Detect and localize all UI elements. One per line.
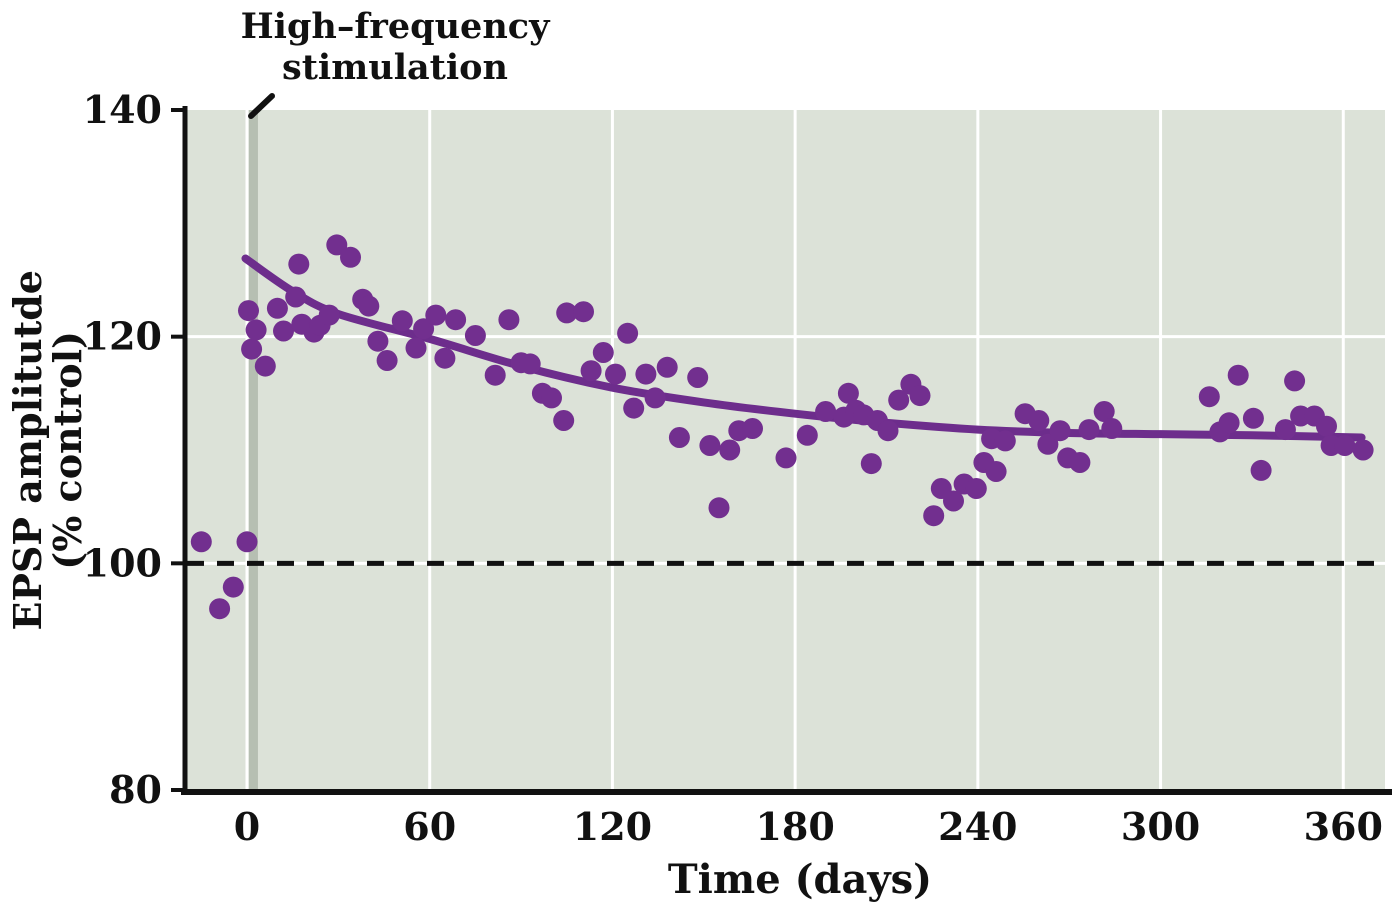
data-point	[644, 387, 666, 409]
data-point	[708, 497, 730, 519]
data-point	[1334, 435, 1356, 456]
data-point	[1218, 412, 1240, 434]
data-point	[965, 478, 987, 499]
data-point	[376, 350, 398, 371]
data-point	[923, 505, 945, 527]
x-tick-label: 60	[403, 804, 456, 849]
data-point	[266, 297, 288, 319]
data-point	[236, 531, 258, 553]
data-point	[222, 576, 244, 598]
data-point	[1093, 401, 1115, 422]
data-point	[656, 356, 678, 378]
y-axis-title: EPSP amplitutde (% control)	[5, 110, 90, 790]
data-point	[1250, 459, 1272, 481]
data-point	[1284, 370, 1306, 392]
data-point	[1049, 420, 1071, 442]
data-point	[623, 397, 645, 419]
x-tick-label: 0	[234, 804, 260, 849]
y-axis-title-line1: EPSP amplitutde	[5, 269, 50, 631]
data-point	[484, 364, 506, 386]
data-point	[391, 310, 413, 332]
data-point	[742, 418, 763, 439]
data-point	[519, 353, 541, 375]
y-tick-label: 140	[83, 87, 162, 132]
data-point	[413, 318, 435, 340]
data-point	[796, 424, 818, 446]
data-point	[888, 389, 910, 411]
data-point	[775, 447, 797, 469]
data-point	[1227, 364, 1249, 386]
data-point	[367, 330, 389, 352]
x-tick-label: 120	[573, 804, 652, 849]
data-point	[1101, 418, 1123, 439]
data-point	[1242, 407, 1264, 429]
data-point	[340, 246, 361, 268]
y-tick-label: 100	[83, 540, 162, 585]
data-point	[860, 453, 882, 475]
data-point	[909, 385, 931, 407]
data-point	[241, 338, 263, 360]
data-point	[580, 360, 602, 382]
data-point	[719, 439, 741, 461]
data-point	[687, 367, 709, 388]
data-point	[837, 382, 859, 404]
data-point	[635, 363, 657, 385]
annotation-pointer-line	[248, 93, 275, 119]
y-axis-title-line2: (% control)	[45, 330, 90, 570]
annotation-line1: High–frequency	[240, 6, 550, 47]
data-point	[1069, 452, 1091, 473]
data-point	[326, 234, 348, 256]
data-point	[288, 253, 310, 275]
data-point	[464, 325, 486, 346]
data-point	[238, 300, 259, 322]
data-point	[985, 461, 1007, 482]
x-tick-label: 300	[1121, 804, 1200, 849]
data-point	[405, 337, 427, 359]
data-point	[190, 531, 212, 553]
data-point	[699, 435, 721, 456]
trend-curve	[241, 254, 1366, 442]
annotation-line2: stimulation	[282, 47, 508, 88]
data-point	[815, 401, 837, 422]
data-point	[1274, 419, 1296, 441]
data-point	[592, 342, 614, 363]
data-point	[318, 304, 340, 326]
data-point	[1037, 433, 1059, 455]
data-point	[573, 301, 594, 323]
data-point	[556, 302, 578, 324]
data-point	[668, 427, 690, 448]
data-point	[877, 420, 899, 442]
x-tick-label: 240	[938, 804, 1017, 849]
data-point	[1316, 415, 1337, 437]
data-point	[541, 387, 562, 409]
data-point	[254, 355, 276, 377]
data-point	[553, 410, 575, 431]
stimulation-bar	[248, 110, 258, 790]
data-point	[358, 295, 380, 317]
data-point	[273, 320, 294, 342]
x-tick-label: 360	[1304, 804, 1383, 849]
y-tick-label: 80	[109, 767, 162, 812]
data-point	[245, 319, 267, 341]
data-point	[498, 309, 520, 331]
data-point	[425, 304, 447, 326]
data-point	[1198, 386, 1220, 408]
data-point	[605, 363, 626, 385]
x-tick-label: 180	[755, 804, 834, 849]
y-tick-label: 120	[83, 314, 162, 359]
x-axis-title: Time (days)	[667, 856, 933, 903]
stimulation-annotation: High–frequency stimulation	[225, 6, 565, 88]
data-point	[285, 286, 307, 308]
data-point	[1028, 410, 1050, 431]
data-point	[434, 347, 456, 369]
data-point	[209, 598, 231, 620]
data-point	[445, 309, 467, 331]
data-point	[617, 322, 639, 344]
data-point	[1352, 439, 1374, 461]
data-point	[994, 430, 1016, 452]
data-point	[1078, 419, 1100, 441]
data-point	[943, 490, 964, 512]
